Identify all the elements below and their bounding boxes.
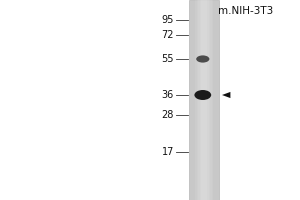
Bar [198, 0, 210, 200]
Bar [189, 0, 219, 200]
Text: 36: 36 [162, 90, 174, 100]
Bar [195, 0, 213, 200]
Text: 17: 17 [162, 147, 174, 157]
Text: 55: 55 [161, 54, 174, 64]
Bar [201, 0, 207, 200]
Bar [196, 0, 211, 200]
Text: 28: 28 [162, 110, 174, 120]
Bar [200, 0, 208, 200]
Polygon shape [222, 92, 230, 98]
Text: 95: 95 [162, 15, 174, 25]
Text: m.NIH-3T3: m.NIH-3T3 [218, 6, 274, 16]
Text: 72: 72 [161, 30, 174, 40]
Ellipse shape [194, 90, 211, 100]
Ellipse shape [196, 55, 209, 63]
